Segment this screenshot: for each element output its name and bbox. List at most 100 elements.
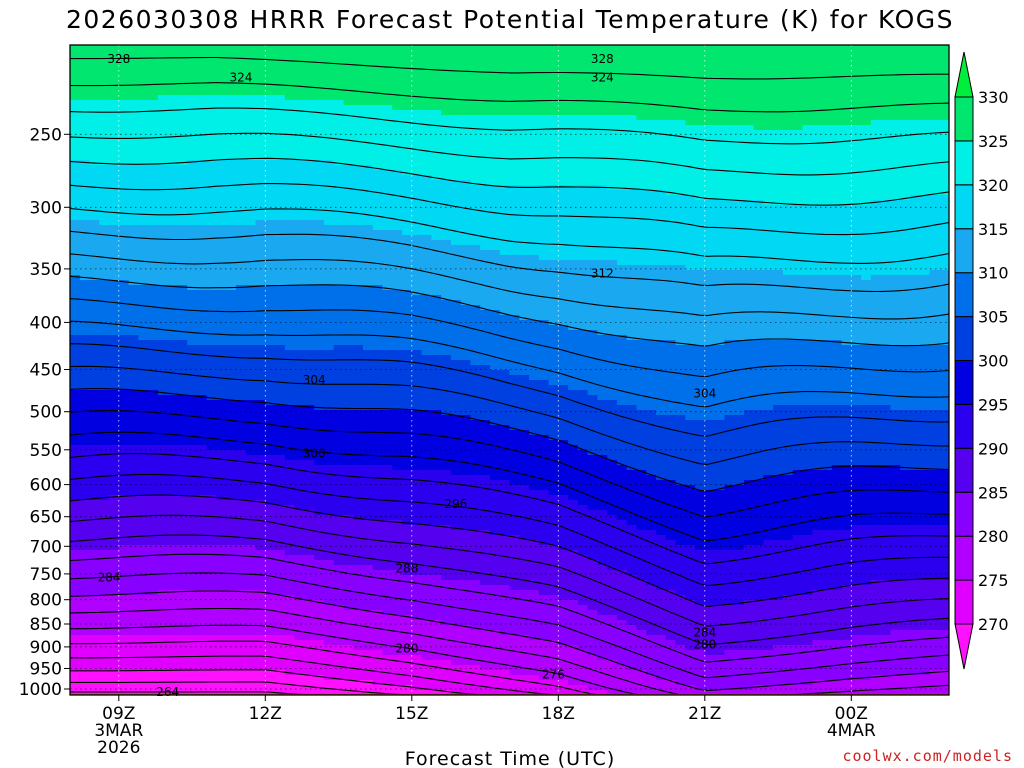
theta-fill-cell xyxy=(802,125,949,131)
theta-fill-cell xyxy=(538,590,677,596)
theta-fill-cell xyxy=(724,485,949,491)
theta-fill-cell xyxy=(411,685,589,691)
colorbar-min-arrow xyxy=(954,623,974,670)
theta-fill-cell xyxy=(695,600,745,606)
theta-fill-cell xyxy=(783,270,931,276)
theta-fill-cell xyxy=(70,60,949,66)
theta-fill-cell xyxy=(70,470,452,476)
theta-fill-cell xyxy=(929,670,949,676)
theta-fill-cell xyxy=(70,290,413,296)
theta-fill-cell xyxy=(70,215,949,221)
theta-fill-cell xyxy=(70,115,638,121)
theta-fill-cell xyxy=(70,130,949,136)
theta-fill-cell xyxy=(70,45,949,51)
theta-fill-cell xyxy=(70,200,764,206)
theta-fill-cell xyxy=(70,500,266,506)
colorbar-label-325: 325 xyxy=(978,132,1009,151)
chart-title: 2026030308 HRRR Forecast Potential Tempe… xyxy=(66,5,954,34)
theta-fill-cell xyxy=(70,305,481,311)
theta-fill-cell xyxy=(568,325,949,331)
contour-label-280: 280 xyxy=(693,638,716,652)
theta-fill-cell xyxy=(577,550,949,556)
theta-fill-cell xyxy=(70,410,442,416)
theta-fill-cell xyxy=(724,415,949,421)
theta-fill-cell xyxy=(70,85,949,91)
theta-fill-cell xyxy=(509,480,677,486)
x-tick-label-2026: 2026 xyxy=(97,738,140,758)
theta-fill-cell xyxy=(568,440,949,446)
theta-fill-cell xyxy=(890,405,949,411)
contour-label-296: 296 xyxy=(444,497,467,511)
theta-fill-cell xyxy=(480,245,949,251)
x-tick-label-15Z: 15Z xyxy=(395,704,428,724)
colorbar-label-330: 330 xyxy=(978,88,1009,107)
theta-fill-cell xyxy=(70,365,491,371)
theta-fill-cell xyxy=(128,280,949,286)
theta-fill-cell xyxy=(558,545,696,551)
isentrope-312 xyxy=(70,253,949,320)
credit-text: coolwx.com/models xyxy=(842,747,1013,765)
isentrope-274 xyxy=(70,640,598,695)
theta-fill-cell xyxy=(70,350,423,356)
theta-fill-cell xyxy=(490,530,657,536)
theta-fill-cell xyxy=(675,590,813,596)
theta-fill-cell xyxy=(70,370,511,376)
x-tick-label-09Z: 09Z xyxy=(102,704,135,724)
theta-fill-cell xyxy=(70,525,452,531)
theta-fill-cell xyxy=(441,575,637,581)
theta-fill-cell xyxy=(646,670,930,676)
x-tick-label-00Z: 00Z xyxy=(835,704,868,724)
theta-fill-cell xyxy=(138,335,628,341)
dotted-grid xyxy=(70,45,949,695)
theta-fill-cell xyxy=(70,605,345,611)
theta-fill-cell xyxy=(529,485,696,491)
theta-fill-cell xyxy=(353,645,579,651)
theta-fill-cell xyxy=(743,600,949,606)
theta-fill-cell xyxy=(70,325,569,331)
theta-fill-cell xyxy=(284,95,949,101)
y-tick-label-1000: 1000 xyxy=(19,680,62,700)
theta-fill-cell xyxy=(70,420,491,426)
theta-fill-cell xyxy=(529,375,949,381)
theta-fill-cell xyxy=(450,660,618,666)
contour-label-288: 288 xyxy=(396,562,419,576)
theta-fill-cell xyxy=(792,470,949,476)
theta-fill-cell xyxy=(636,625,949,631)
theta-fill-cell xyxy=(509,585,657,591)
colorbar-label-300: 300 xyxy=(978,352,1009,371)
theta-fill-cell xyxy=(70,90,949,96)
theta-fill-cell xyxy=(70,440,569,446)
theta-fill-cell xyxy=(70,625,471,631)
y-tick-label-350: 350 xyxy=(30,260,62,280)
theta-fill-cell xyxy=(577,600,696,606)
theta-fill-cell xyxy=(70,240,452,246)
theta-fill-cell xyxy=(284,670,511,676)
theta-fill-cell xyxy=(333,345,364,351)
theta-fill-cell xyxy=(70,245,481,251)
theta-fill-cell xyxy=(450,470,647,476)
theta-fill-cell xyxy=(743,480,949,486)
theta-fill-cell xyxy=(773,645,949,651)
theta-fill-cell xyxy=(70,340,188,346)
theta-fill-cell xyxy=(450,240,949,246)
theta-fill-cell xyxy=(70,360,471,366)
theta-fill-cell xyxy=(70,620,442,626)
theta-fill-cell xyxy=(568,385,949,391)
theta-fill-cell xyxy=(70,460,315,466)
theta-fill-cell xyxy=(402,520,628,526)
theta-fill-cell xyxy=(70,225,374,231)
theta-fill-cell xyxy=(70,510,315,516)
isentrope-286 xyxy=(70,534,949,646)
contour-label-328: 328 xyxy=(591,52,614,66)
theta-fill-cell xyxy=(597,395,949,401)
theta-fill-cell xyxy=(70,515,354,521)
theta-fill-cell xyxy=(70,285,188,291)
theta-fill-cell xyxy=(695,485,725,491)
theta-fill-cell xyxy=(685,120,872,126)
theta-fill-cell xyxy=(421,655,598,661)
y-tick-label-250: 250 xyxy=(30,125,62,145)
theta-fill-cell xyxy=(441,410,657,416)
y-tick-label-850: 850 xyxy=(30,615,62,635)
theta-fill-cell xyxy=(70,345,286,351)
